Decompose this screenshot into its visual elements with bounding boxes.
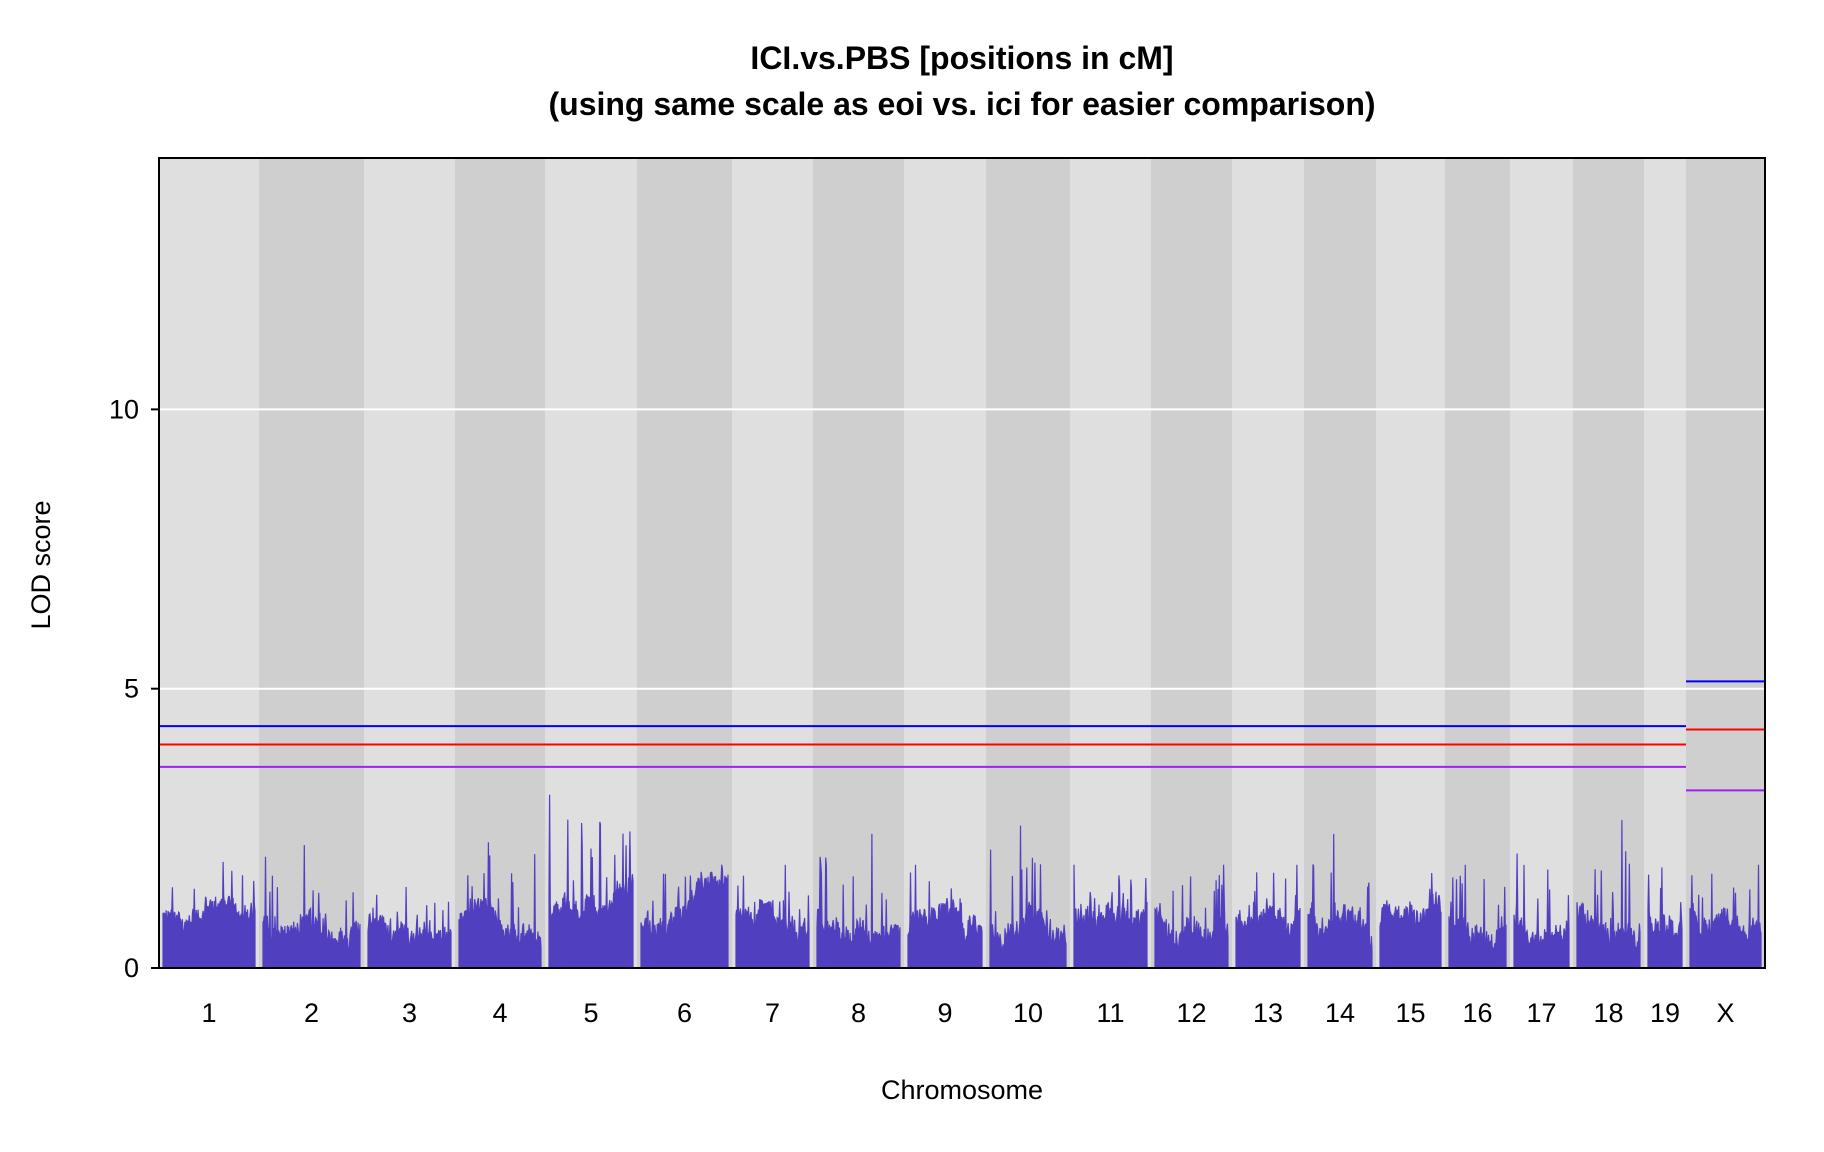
y-axis-ticks: 0 5 10 <box>109 394 159 983</box>
x-tick-label-5: 5 <box>583 998 598 1028</box>
x-tick-label-3: 3 <box>402 998 417 1028</box>
chromosome-band-14 <box>1304 158 1376 968</box>
x-tick-label-19: 19 <box>1650 998 1680 1028</box>
lod-trace-chr-8 <box>816 833 901 969</box>
x-tick-label-13: 13 <box>1253 998 1283 1028</box>
lod-trace-chr-11 <box>1073 864 1148 969</box>
chromosome-band-12 <box>1151 158 1232 968</box>
chromosome-band-18 <box>1573 158 1644 968</box>
grid-lines <box>159 408 1765 690</box>
chromosome-band-16 <box>1445 158 1510 968</box>
lod-trace-chr-9 <box>907 864 983 969</box>
x-tick-label-7: 7 <box>765 998 780 1028</box>
x-tick-label-6: 6 <box>677 998 692 1028</box>
y-tick-label-0: 0 <box>124 953 139 983</box>
chromosome-band-19 <box>1644 158 1686 968</box>
x-tick-label-9: 9 <box>937 998 952 1028</box>
x-tick-label-2: 2 <box>304 998 319 1028</box>
lod-trace-chr-19 <box>1647 867 1683 969</box>
x-tick-label-15: 15 <box>1395 998 1425 1028</box>
lod-trace-chr-12 <box>1154 864 1229 969</box>
chromosome-band-1 <box>159 158 259 968</box>
lod-trace-chr-3 <box>367 886 452 969</box>
lod-trace-chr-X <box>1689 864 1762 969</box>
x-tick-label-1: 1 <box>201 998 216 1028</box>
chromosome-band-10 <box>986 158 1070 968</box>
chromosome-band-7 <box>732 158 813 968</box>
lod-trace-chr-15 <box>1379 872 1442 969</box>
x-tick-label-14: 14 <box>1325 998 1355 1028</box>
chromosome-band-2 <box>259 158 364 968</box>
lod-trace-chr-2 <box>262 845 361 969</box>
chromosome-band-11 <box>1070 158 1151 968</box>
lod-traces <box>162 794 1762 969</box>
lod-trace-chr-4 <box>458 842 542 969</box>
lod-trace-chr-5 <box>548 794 634 969</box>
lod-trace-chr-14 <box>1307 833 1373 969</box>
x-axis-ticks: 1 2 3 4 5 6 7 8 9 10 11 12 13 14 15 16 17 18 19 X <box>201 998 1734 1028</box>
chromosome-band-15 <box>1376 158 1445 968</box>
lod-trace-chr-13 <box>1235 864 1301 969</box>
lod-trace-chr-10 <box>989 825 1067 969</box>
x-tick-label-17: 17 <box>1526 998 1556 1028</box>
lod-trace-chr-1 <box>162 861 256 969</box>
lod-trace-chr-7 <box>735 864 810 969</box>
x-tick-label-4: 4 <box>492 998 507 1028</box>
x-tick-label-16: 16 <box>1462 998 1492 1028</box>
chromosome-band-13 <box>1232 158 1304 968</box>
y-tick-label-5: 5 <box>124 674 139 704</box>
x-tick-label-10: 10 <box>1013 998 1043 1028</box>
x-tick-label-X: X <box>1716 998 1734 1028</box>
lod-trace-chr-17 <box>1513 853 1570 969</box>
lod-trace-chr-16 <box>1448 864 1507 969</box>
chromosome-band-6 <box>637 158 732 968</box>
lod-trace-chr-18 <box>1576 819 1641 969</box>
chromosome-bands <box>159 158 1765 968</box>
plot-frame <box>158 157 1766 969</box>
chart-title-line1: ICI.vs.PBS [positions in cM] <box>750 40 1173 76</box>
x-tick-label-12: 12 <box>1176 998 1206 1028</box>
x-tick-label-18: 18 <box>1593 998 1623 1028</box>
x-axis-label: Chromosome <box>881 1075 1043 1105</box>
chromosome-band-5 <box>545 158 637 968</box>
chromosome-band-4 <box>455 158 545 968</box>
chromosome-band-8 <box>813 158 904 968</box>
chart-title-line2: (using same scale as eoi vs. ici for eas… <box>548 86 1375 122</box>
y-axis-label: LOD score <box>26 500 56 629</box>
x-tick-label-8: 8 <box>851 998 866 1028</box>
y-tick-label-10: 10 <box>109 394 139 424</box>
chromosome-band-3 <box>364 158 455 968</box>
x-tick-label-11: 11 <box>1096 998 1124 1028</box>
chromosome-band-17 <box>1510 158 1573 968</box>
chromosome-band-9 <box>904 158 986 968</box>
chromosome-band-X <box>1686 158 1765 968</box>
lod-trace-chr-6 <box>640 864 729 969</box>
threshold-lines <box>159 680 1765 792</box>
